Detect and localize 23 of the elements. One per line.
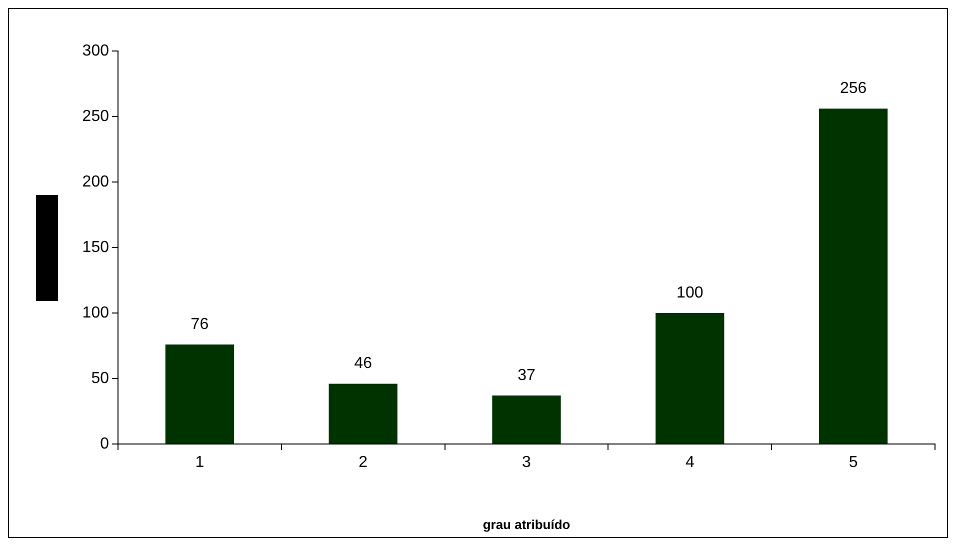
y-tick-label: 150 bbox=[82, 238, 110, 256]
y-tick-label: 200 bbox=[82, 173, 110, 190]
data-label: 76 bbox=[190, 316, 209, 333]
x-tick-label: 5 bbox=[848, 454, 858, 472]
y-tick-label: 0 bbox=[100, 435, 110, 452]
data-label: 100 bbox=[676, 284, 704, 302]
data-label: 46 bbox=[354, 355, 372, 372]
y-tick-label: 250 bbox=[82, 108, 110, 125]
bar bbox=[492, 396, 561, 444]
bar bbox=[656, 313, 724, 444]
data-label: 37 bbox=[518, 366, 536, 384]
data-label: 256 bbox=[840, 80, 867, 98]
y-tick-label: 100 bbox=[82, 304, 110, 322]
y-tick-label: 50 bbox=[91, 370, 110, 387]
bar bbox=[328, 384, 398, 444]
x-tick-label: 3 bbox=[522, 454, 532, 472]
y-tick-label: 300 bbox=[82, 42, 110, 60]
x-axis-title: grau atribuído bbox=[482, 516, 570, 532]
x-tick-label: 4 bbox=[685, 454, 694, 472]
x-tick-label: 2 bbox=[358, 454, 368, 472]
bar bbox=[165, 344, 234, 444]
x-tick-label: 1 bbox=[195, 454, 204, 472]
bar bbox=[818, 108, 888, 444]
